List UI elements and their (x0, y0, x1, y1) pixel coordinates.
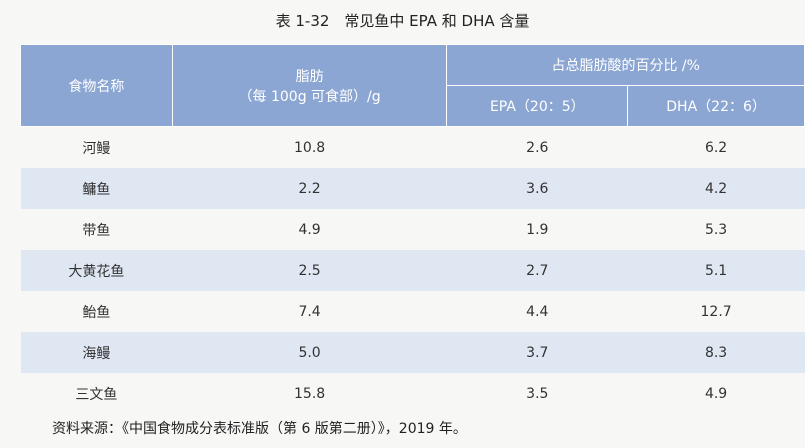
value-cell: 5.3 (704, 221, 728, 238)
food-name: 海鳗 (20, 332, 173, 373)
data-table: 食物名称 脂肪 （每 100g 可食部）/g 占总脂肪酸的百分比 /% EPA（2… (20, 44, 805, 414)
food-name: 河鳗 (82, 140, 111, 157)
value-cell: 2.5 (172, 250, 447, 291)
value-cell: 3.6 (446, 168, 628, 209)
table-row: 海鳗 5.0 3.7 8.3 (20, 332, 805, 373)
value-cell: 15.8 (294, 385, 326, 402)
table-header: 食物名称 脂肪 （每 100g 可食部）/g 占总脂肪酸的百分比 /% EPA（2… (20, 44, 805, 127)
value-cell: 2.7 (446, 250, 628, 291)
food-name: 三文鱼 (75, 386, 118, 403)
food-name: 鳙鱼 (20, 168, 173, 209)
value-cell: 8.3 (627, 332, 805, 373)
food-name: 鲐鱼 (82, 304, 111, 321)
value-cell: 7.4 (298, 303, 321, 320)
food-name: 带鱼 (82, 222, 111, 239)
value-cell: 4.2 (627, 168, 805, 209)
value-cell: 2.6 (526, 139, 549, 156)
header-cell: DHA（22：6） (627, 85, 805, 127)
table-title: 表 1-32 常见鱼中 EPA 和 DHA 含量 (275, 12, 530, 30)
food-name: 大黄花鱼 (20, 250, 173, 291)
header-cell: 脂肪 （每 100g 可食部）/g (171, 44, 448, 127)
header-cell: EPA（20：5） (446, 85, 629, 127)
table-row: 鲐鱼 7.4 4.4 12.7 (21, 291, 805, 332)
value-cell: 3.5 (526, 385, 549, 402)
value-cell: 1.9 (526, 221, 549, 238)
value-cell: 10.8 (294, 139, 326, 156)
value-cell: 4.9 (704, 385, 728, 402)
header-text: 脂肪 (295, 68, 324, 85)
value-cell: 12.7 (700, 303, 732, 320)
header-cell: 食物名称 (20, 44, 173, 127)
value-cell: 4.9 (298, 221, 321, 238)
table-row: 带鱼 4.9 1.9 5.3 (21, 209, 805, 250)
value-cell: 2.2 (172, 168, 447, 209)
table-row: 鳙鱼 2.2 3.6 4.2 (20, 168, 805, 209)
table-row: 三文鱼 15.8 3.5 4.9 (21, 373, 805, 414)
value-cell: 5.1 (627, 250, 805, 291)
table-row: 大黄花鱼 2.5 2.7 5.1 (20, 250, 805, 291)
table-body: 河鳗 10.8 2.6 6.2 鳙鱼 2.2 3.6 4.2 带鱼 4.9 1.9 5.3 大黄花鱼 2.… (20, 127, 805, 415)
table-row: 河鳗 10.8 2.6 6.2 (21, 127, 805, 169)
value-cell: 5.0 (172, 332, 447, 373)
value-cell: 3.7 (446, 332, 628, 373)
value-cell: 6.2 (704, 139, 728, 156)
header-text: （每 100g 可食部）/g (238, 88, 381, 105)
value-cell: 4.4 (526, 303, 549, 320)
header-cell: 占总脂肪酸的百分比 /% (446, 44, 805, 86)
source-note: 资料来源：《中国食物成分表标准版（第 6 版第二册）》，2019 年。 (52, 421, 467, 437)
